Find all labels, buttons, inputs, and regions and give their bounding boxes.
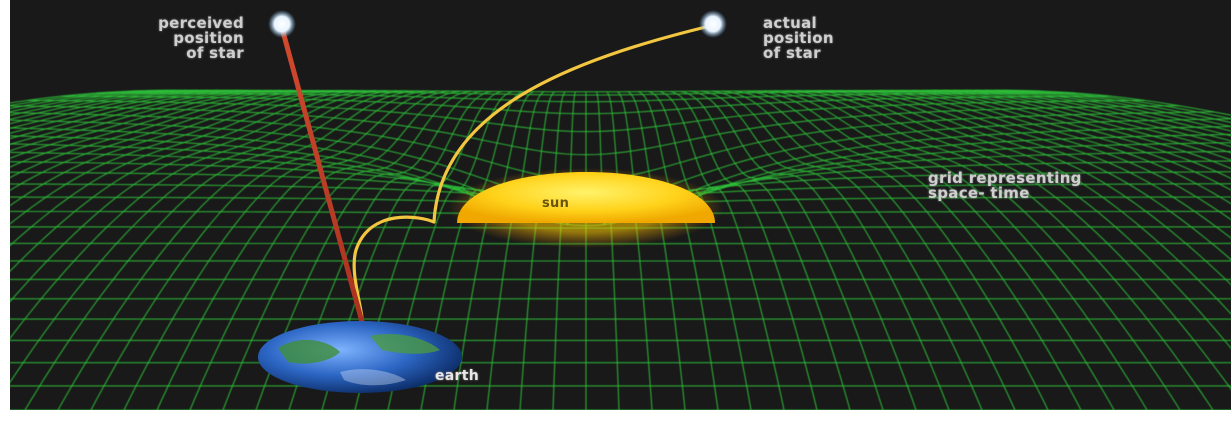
- grid-line: [10, 89, 324, 191]
- grid-line: [764, 90, 1148, 410]
- grid-line: [10, 89, 240, 129]
- diagram-frame: perceived position of star actual positi…: [10, 0, 1231, 410]
- grid-line: [10, 89, 261, 140]
- grid-line: [123, 90, 440, 410]
- grid-line: [963, 89, 1231, 132]
- actual-light-path: [352, 24, 712, 320]
- grid-line: [659, 90, 818, 410]
- grid-line: [57, 90, 419, 410]
- grid-line: [255, 90, 482, 410]
- perceived-position-label: perceived position of star: [158, 14, 244, 62]
- grid-line: [858, 89, 1231, 221]
- grid-line: [953, 89, 1231, 137]
- grid-line: [984, 89, 1231, 124]
- perceived-light-path: [279, 25, 365, 325]
- grid-line: [795, 90, 1231, 390]
- grid-line: [911, 89, 1231, 161]
- grid-line: [10, 89, 303, 168]
- grid-line: [90, 90, 429, 410]
- sun-label: sun: [542, 196, 570, 211]
- sun: [448, 168, 724, 248]
- grid-line: [890, 89, 1231, 180]
- grid-line: [900, 89, 1231, 170]
- grid-line: [995, 89, 1231, 120]
- grid-line: [1005, 89, 1231, 116]
- grid-line: [10, 89, 219, 120]
- grid-line: [10, 89, 314, 179]
- grid-line: [10, 90, 398, 384]
- grid-line: [288, 90, 492, 410]
- grid-line: [387, 91, 524, 410]
- grid-line: [10, 89, 272, 145]
- grid-line: [942, 89, 1231, 142]
- grid-line: [10, 90, 377, 303]
- grid-label: grid representing space- time: [928, 169, 1082, 202]
- grid-line: [10, 89, 177, 107]
- earth: [258, 321, 462, 393]
- grid-line: [690, 90, 917, 410]
- actual-position-label: actual position of star: [763, 14, 834, 62]
- earth-label: earth: [435, 368, 480, 384]
- grid-line: [753, 90, 1115, 410]
- grid-line: [806, 90, 1231, 350]
- grid-line: [827, 90, 1231, 286]
- grid-line: [669, 90, 851, 410]
- grid-line: [10, 89, 188, 109]
- grid-line: [10, 89, 209, 116]
- grid-line: [974, 89, 1231, 128]
- perceived-star: [268, 10, 296, 38]
- grid-line: [722, 90, 1016, 410]
- grid-line: [10, 90, 366, 272]
- grid-line: [921, 89, 1231, 154]
- spacetime-grid: [10, 89, 1231, 410]
- grid-line: [24, 90, 408, 410]
- grid-line: [869, 89, 1231, 205]
- grid-line: [785, 90, 1214, 410]
- grid-line: [879, 89, 1231, 191]
- grid-line: [10, 89, 198, 113]
- grid-line: [743, 90, 1082, 410]
- grid-line: [222, 90, 471, 410]
- grid-line: [10, 90, 335, 207]
- grid-line: [10, 90, 356, 247]
- grid-line: [701, 90, 950, 410]
- grid-line: [321, 90, 503, 410]
- grid-line: [10, 90, 387, 340]
- grid-line: [10, 89, 167, 104]
- grid-line: [354, 90, 513, 410]
- grid-line: [10, 89, 230, 125]
- grid-line: [774, 90, 1181, 410]
- grid-line: [680, 90, 884, 410]
- grid-line: [10, 90, 345, 225]
- grid-line: [648, 91, 785, 410]
- grid-line: [732, 90, 1049, 410]
- grid-line: [816, 90, 1231, 315]
- grid-line: [711, 90, 983, 410]
- actual-star: [699, 10, 727, 38]
- grid-line: [10, 89, 251, 134]
- spacetime-diagram: [10, 10, 1231, 410]
- grid-line: [837, 90, 1231, 261]
- grid-line: [156, 90, 450, 410]
- grid-line: [10, 89, 282, 152]
- grid-line: [932, 89, 1231, 148]
- grid-line: [10, 89, 293, 159]
- grid-line: [848, 89, 1231, 239]
